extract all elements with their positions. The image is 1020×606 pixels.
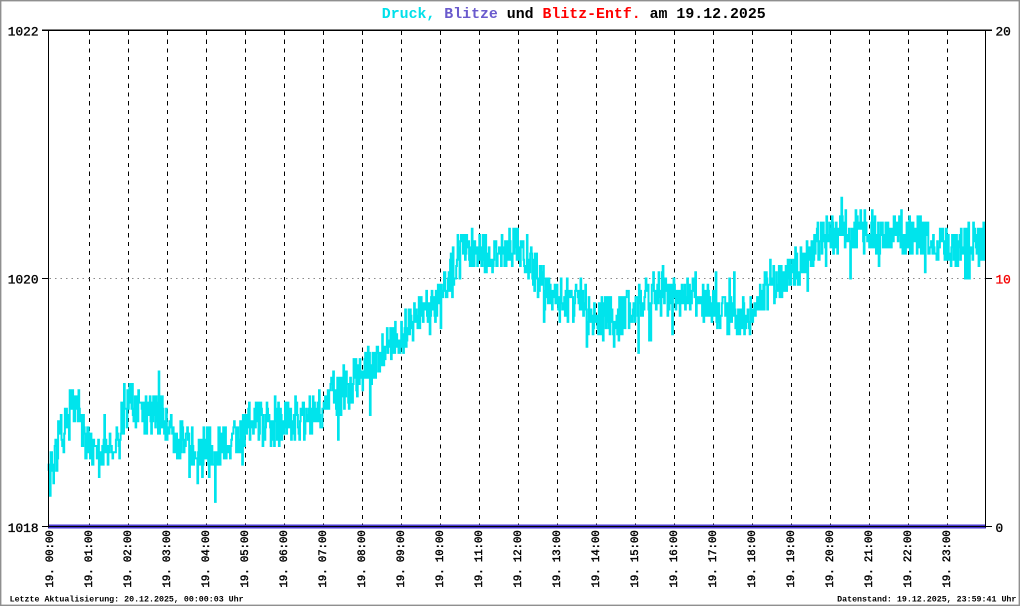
svg-text:19. 03:00: 19. 03:00 bbox=[162, 530, 174, 587]
svg-text:19. 11:00: 19. 11:00 bbox=[474, 530, 486, 587]
svg-text:Letzte Aktualisierung: 20.12.2: Letzte Aktualisierung: 20.12.2025, 00:00… bbox=[10, 595, 244, 605]
svg-text:19. 05:00: 19. 05:00 bbox=[240, 530, 252, 587]
svg-text:19. 15:00: 19. 15:00 bbox=[630, 530, 642, 587]
svg-text:19. 04:00: 19. 04:00 bbox=[201, 530, 213, 587]
svg-text:1022: 1022 bbox=[8, 24, 39, 39]
svg-text:1018: 1018 bbox=[8, 521, 39, 536]
svg-text:19. 12:00: 19. 12:00 bbox=[513, 530, 525, 587]
svg-text:Datenstand: 19.12.2025, 23:59:: Datenstand: 19.12.2025, 23:59:41 Uhr bbox=[837, 595, 1016, 605]
svg-text:19. 02:00: 19. 02:00 bbox=[123, 530, 135, 587]
svg-text:19. 10:00: 19. 10:00 bbox=[435, 530, 447, 587]
svg-text:19. 09:00: 19. 09:00 bbox=[396, 530, 408, 587]
svg-text:19. 17:00: 19. 17:00 bbox=[708, 530, 720, 587]
svg-text:19. 16:00: 19. 16:00 bbox=[669, 530, 681, 587]
svg-text:19. 22:00: 19. 22:00 bbox=[903, 530, 915, 587]
svg-text:19. 23:00: 19. 23:00 bbox=[942, 530, 954, 587]
svg-text:19. 19:00: 19. 19:00 bbox=[786, 530, 798, 587]
svg-text:19. 18:00: 19. 18:00 bbox=[747, 530, 759, 587]
svg-text:19. 06:00: 19. 06:00 bbox=[279, 530, 291, 587]
svg-text:19. 08:00: 19. 08:00 bbox=[357, 530, 369, 587]
svg-text:19. 14:00: 19. 14:00 bbox=[591, 530, 603, 587]
svg-text:10: 10 bbox=[996, 273, 1011, 288]
svg-text:19. 13:00: 19. 13:00 bbox=[552, 530, 564, 587]
svg-text:19. 00:00: 19. 00:00 bbox=[45, 530, 57, 587]
svg-text:Druck, Blitze und Blitz-Entf.: Druck, Blitze und Blitz-Entf. am 19.12.2… bbox=[382, 7, 766, 23]
svg-text:19. 01:00: 19. 01:00 bbox=[84, 530, 96, 587]
svg-text:0: 0 bbox=[996, 521, 1004, 536]
svg-text:19. 20:00: 19. 20:00 bbox=[825, 530, 837, 587]
svg-text:1020: 1020 bbox=[8, 273, 39, 288]
svg-text:20: 20 bbox=[996, 24, 1011, 39]
svg-text:19. 21:00: 19. 21:00 bbox=[864, 530, 876, 587]
svg-text:19. 07:00: 19. 07:00 bbox=[318, 530, 330, 587]
